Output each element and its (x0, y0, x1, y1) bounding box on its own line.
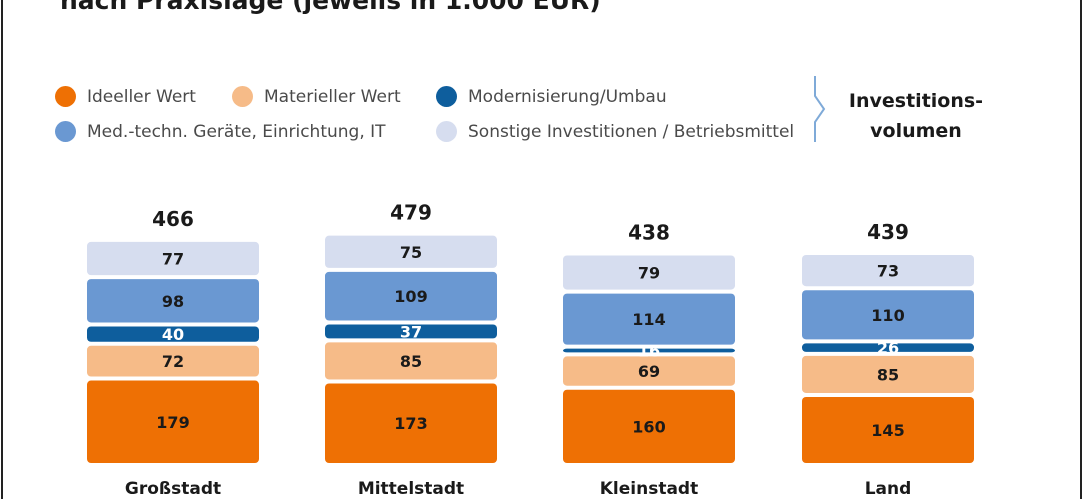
segment-value-label: 40 (162, 325, 184, 344)
legend-label: Ideeller Wert (87, 86, 196, 107)
legend-item-modernisierung: Modernisierung/Umbau (436, 86, 667, 107)
bar-segment (87, 380, 259, 463)
segment-value-label: 145 (871, 421, 904, 440)
bar-segment (563, 293, 735, 345)
segment-value-label: 110 (871, 306, 904, 325)
bar-segment (87, 279, 259, 323)
total-value-label: 438 (628, 220, 670, 244)
category-label: Mittelstadt (358, 479, 464, 499)
segment-value-label: 179 (156, 413, 189, 432)
bar-segment (325, 342, 497, 380)
segment-value-label: 26 (877, 339, 899, 358)
bar-segment (563, 348, 735, 353)
segment-value-label: 69 (638, 362, 660, 381)
total-volume-label: Investitions- volumen (848, 90, 984, 142)
segment-value-label: 16 (638, 342, 660, 361)
segment-value-label: 73 (877, 262, 899, 281)
segment-value-label: 72 (162, 352, 184, 371)
bar-segment (563, 255, 735, 290)
segment-value-label: 85 (877, 365, 899, 384)
segment-value-label: 77 (162, 250, 184, 269)
segment-value-label: 79 (638, 264, 660, 283)
segment-value-label: 160 (632, 417, 665, 436)
legend-label: Sonstige Investitionen / Betriebsmittel (468, 121, 795, 142)
segment-value-label: 109 (394, 287, 427, 306)
chart-title: nach Praxislage (jeweils in 1.000 EUR) (60, 0, 601, 15)
segment-value-label: 114 (632, 310, 665, 329)
bar-segment (802, 396, 974, 463)
bar-segment (802, 343, 974, 352)
bar-segment (802, 254, 974, 287)
legend-item-sonstige: Sonstige Investitionen / Betriebsmittel (436, 121, 794, 142)
legend-label: Modernisierung/Umbau (468, 86, 667, 107)
segment-value-label: 98 (162, 292, 184, 311)
segment-value-label: 37 (400, 322, 422, 341)
bar-segment (325, 235, 497, 268)
legend-swatch (232, 86, 253, 107)
category-label: Land (865, 479, 912, 499)
legend-swatch (55, 121, 76, 142)
total-value-label: 439 (867, 220, 909, 244)
segment-value-label: 75 (400, 243, 422, 262)
category-label: Kleinstadt (600, 479, 698, 499)
segment-value-label: 85 (400, 352, 422, 371)
legend-label: Med.-techn. Geräte, Einrichtung, IT (87, 121, 386, 142)
legend-swatch (436, 86, 457, 107)
legend-item-materieller-wert: Materieller Wert (232, 86, 401, 107)
legend-item-ideeller-wert: Ideeller Wert (55, 86, 196, 107)
bar-segment (802, 290, 974, 340)
total-value-label: 466 (152, 207, 194, 231)
legend-swatch (436, 121, 457, 142)
legend-item-med-techn: Med.-techn. Geräte, Einrichtung, IT (55, 121, 386, 142)
bar-segment (325, 324, 497, 339)
bar-segment (87, 241, 259, 276)
bar-segment (325, 383, 497, 463)
bar-segment (87, 345, 259, 377)
legend-label: Materieller Wert (264, 86, 401, 107)
segment-value-label: 173 (394, 414, 427, 433)
bracket-icon (814, 76, 826, 142)
total-value-label: 479 (390, 201, 432, 225)
bar-segment (563, 389, 735, 463)
bar-segment (87, 326, 259, 342)
category-label: Großstadt (125, 479, 221, 499)
bar-segment (802, 355, 974, 393)
bar-segment (325, 271, 497, 321)
bar-segment (563, 356, 735, 386)
legend-swatch (55, 86, 76, 107)
